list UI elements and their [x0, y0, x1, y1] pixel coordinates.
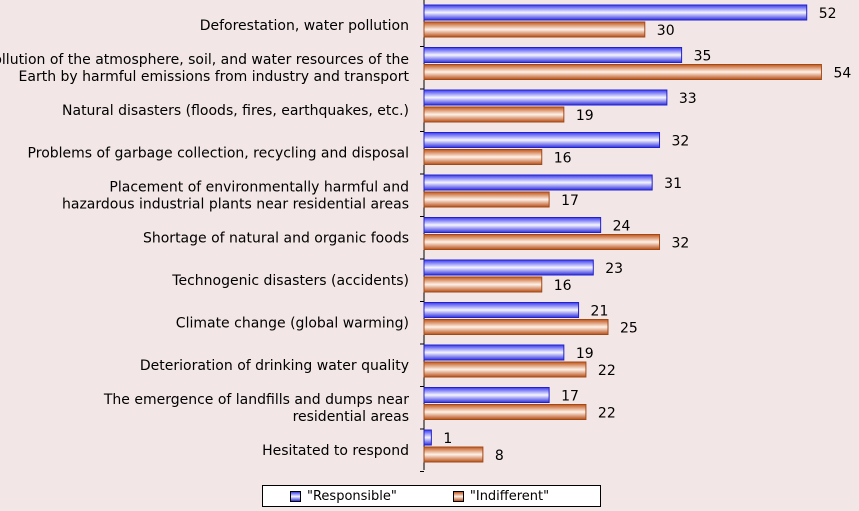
bar-responsible — [423, 174, 653, 191]
category-label: Natural disasters (floods, fires, earthq… — [62, 103, 409, 119]
bar-responsible — [423, 387, 550, 403]
category-label: Deterioration of drinking water quality — [140, 358, 409, 374]
bar-responsible — [423, 344, 565, 361]
data-label: 8 — [495, 448, 504, 464]
category-label: The emergence of landfills and dumps nea… — [103, 392, 409, 425]
data-label: 30 — [657, 23, 675, 39]
bar-responsible — [423, 132, 661, 148]
bar-indifferent — [423, 191, 550, 208]
bar-responsible — [423, 89, 668, 106]
data-label: 16 — [554, 151, 572, 167]
legend-swatch-blue — [290, 490, 301, 502]
bar-indifferent — [423, 64, 822, 80]
data-label: 17 — [561, 193, 579, 209]
data-label: 22 — [598, 406, 616, 422]
bar-indifferent — [423, 106, 565, 123]
category-label: Pollution of the atmosphere, soil, and w… — [0, 52, 410, 85]
bar-indifferent — [423, 446, 484, 463]
legend: "Responsible" "Indifferent" — [262, 485, 601, 507]
data-label: 54 — [833, 66, 851, 82]
bar-indifferent — [423, 234, 661, 250]
data-label: 32 — [672, 134, 690, 150]
bar-responsible — [423, 4, 808, 21]
bar-responsible — [423, 302, 580, 318]
bar-responsible — [423, 259, 594, 276]
category-label: Deforestation, water pollution — [200, 18, 409, 34]
bar-responsible — [423, 47, 683, 63]
data-label: 35 — [694, 49, 712, 65]
data-label: 17 — [561, 389, 579, 405]
bar-indifferent — [423, 276, 543, 293]
bar-indifferent — [423, 149, 543, 165]
data-label: 25 — [620, 321, 638, 337]
data-label: 21 — [591, 304, 609, 320]
bar-indifferent — [423, 361, 587, 378]
bar-indifferent — [423, 319, 609, 335]
data-label: 52 — [819, 6, 837, 22]
data-label: 24 — [613, 219, 631, 235]
category-label: Hesitated to respond — [262, 443, 409, 459]
data-label: 23 — [605, 261, 623, 277]
category-label: Shortage of natural and organic foods — [143, 231, 409, 247]
data-label: 19 — [576, 108, 594, 124]
data-label: 1 — [443, 431, 452, 447]
legend-item-indifferent: "Indifferent" — [452, 488, 550, 504]
legend-item-responsible: "Responsible" — [290, 489, 397, 504]
bar-responsible — [423, 217, 602, 233]
category-label: Climate change (global warming) — [176, 316, 409, 332]
category-label: Problems of garbage collection, recyclin… — [28, 146, 409, 162]
legend-swatch-orange — [452, 490, 464, 502]
bar-indifferent — [423, 404, 587, 420]
data-label: 33 — [679, 91, 697, 107]
plot-area: Deforestation, water pollution 52 30 Pollut… — [0, 0, 851, 472]
legend-label-responsible: "Responsible" — [307, 488, 397, 504]
data-label: 31 — [664, 176, 682, 192]
category-label: Placement of environmentally harmful and… — [62, 180, 409, 213]
data-label: 16 — [554, 278, 572, 294]
data-label: 22 — [598, 363, 616, 379]
data-label: 32 — [672, 236, 690, 252]
bar-indifferent — [423, 21, 646, 38]
bar-responsible — [423, 429, 432, 446]
data-label: 19 — [576, 346, 594, 362]
legend-label-indifferent: "Indifferent" — [469, 488, 550, 504]
category-label: Technogenic disasters (accidents) — [171, 273, 409, 289]
